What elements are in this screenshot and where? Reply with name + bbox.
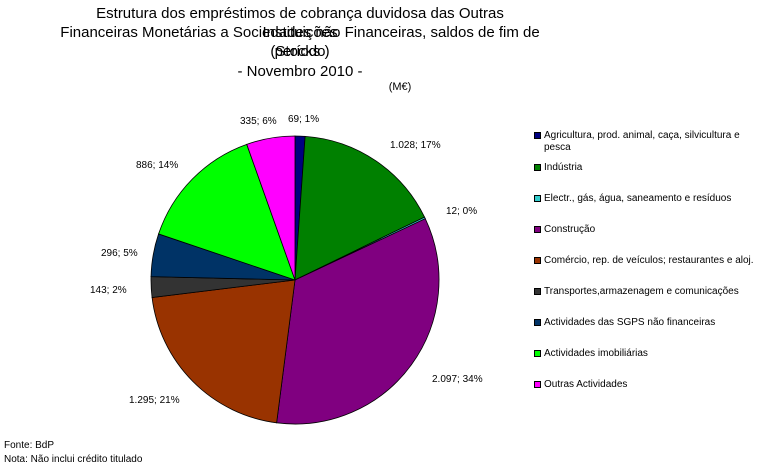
legend-label: Actividades imobiliárias bbox=[544, 348, 648, 359]
chart-title-line-2: Financeiras Monetárias a Sociedades não … bbox=[60, 24, 540, 60]
legend-swatch bbox=[534, 164, 541, 171]
data-label-3: 12; 0% bbox=[446, 206, 477, 217]
legend-label: Actividades das SGPS não financeiras bbox=[544, 317, 716, 328]
data-label-9: 335; 6% bbox=[240, 116, 277, 127]
legend-swatch bbox=[534, 319, 541, 326]
pie-slice-8 bbox=[158, 143, 296, 281]
legend-label: Outras Actividades bbox=[544, 379, 628, 390]
data-label-2: 1.028; 17% bbox=[390, 140, 441, 151]
legend-label: Indústria bbox=[544, 162, 583, 173]
data-label-5: 1.295; 21% bbox=[129, 395, 180, 406]
footer-note: Nota: Não inclui crédito titulado bbox=[4, 454, 143, 465]
chart-title-line-4: - Novembro 2010 - bbox=[237, 63, 363, 80]
chart-title-line-3: (Stocks ) bbox=[270, 43, 330, 60]
chart-unit: (M€) bbox=[388, 81, 412, 93]
pie-slice-9 bbox=[246, 135, 296, 281]
pie-slice-2 bbox=[294, 135, 426, 281]
chart-title-line-1: Estrutura dos empréstimos de cobrança du… bbox=[96, 5, 504, 41]
legend-label: Agricultura, prod. animal, caça, silvicu… bbox=[544, 130, 740, 153]
legend-swatch bbox=[534, 257, 541, 264]
legend-swatch bbox=[534, 350, 541, 357]
legend-swatch bbox=[534, 381, 541, 388]
legend-swatch bbox=[534, 195, 541, 202]
pie-slice-4 bbox=[276, 218, 440, 425]
data-label-4: 2.097; 34% bbox=[432, 374, 483, 385]
legend-label: Transportes,armazenagem e comunicações bbox=[544, 286, 739, 297]
data-label-7: 296; 5% bbox=[101, 248, 138, 259]
legend-swatch bbox=[534, 132, 541, 139]
footer-source: Fonte: BdP bbox=[4, 440, 55, 451]
legend-swatch bbox=[534, 288, 541, 295]
data-label-6: 143; 2% bbox=[90, 285, 127, 296]
data-label-8: 886; 14% bbox=[136, 160, 178, 171]
legend-label: Construção bbox=[544, 224, 596, 235]
pie-slice-5 bbox=[151, 279, 296, 424]
legend-swatch bbox=[534, 226, 541, 233]
data-label-1: 69; 1% bbox=[288, 114, 319, 125]
legend-label: Comércio, rep. de veículos; restaurantes… bbox=[544, 255, 754, 266]
legend-label: Electr., gás, água, saneamento e resíduo… bbox=[544, 193, 732, 204]
